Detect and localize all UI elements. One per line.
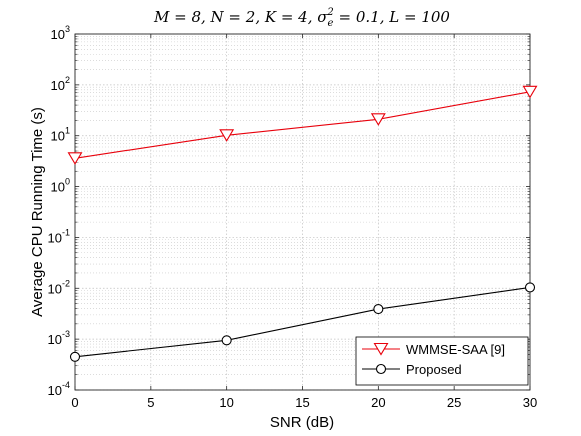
y-tick-label: 10-1 xyxy=(48,227,70,245)
legend-label-wmmse: WMMSE-SAA [9] xyxy=(406,342,505,357)
y-tick-exponent: 2 xyxy=(65,75,70,85)
chart-title-sup: 2 xyxy=(326,7,333,18)
chart-title: M = 8, N = 2, K = 4, σe2 = 0.1, L = 100 xyxy=(153,7,450,29)
y-tick-exponent: 3 xyxy=(65,24,70,34)
y-tick-base: 10 xyxy=(48,230,62,245)
x-tick-label: 30 xyxy=(523,395,537,410)
x-tick-labels: 0 5 10 15 20 25 30 xyxy=(71,395,537,410)
axes xyxy=(74,33,531,391)
data-point-triangle xyxy=(219,129,235,142)
y-tick-base: 10 xyxy=(48,281,62,296)
data-point-triangle xyxy=(370,113,386,126)
legend-label-proposed: Proposed xyxy=(406,362,462,377)
y-tick-base: 10 xyxy=(51,27,65,42)
y-axis-label: Average CPU Running Time (s) xyxy=(29,107,46,317)
x-tick-label: 5 xyxy=(147,395,154,410)
chart-title-sub: e xyxy=(327,18,333,29)
y-tick-base: 10 xyxy=(48,332,62,347)
data-point-circle xyxy=(221,335,232,346)
y-tick-label: 103 xyxy=(51,24,70,42)
y-tick-base: 10 xyxy=(51,78,65,93)
y-tick-label: 100 xyxy=(51,177,70,195)
plot-area xyxy=(75,34,530,390)
data-point-triangle xyxy=(67,152,83,165)
x-tick-label: 20 xyxy=(371,395,385,410)
y-tick-exponent: -4 xyxy=(62,380,70,390)
y-tick-label: 10-2 xyxy=(48,278,70,296)
data-point-circle xyxy=(373,304,384,315)
x-tick-label: 15 xyxy=(295,395,309,410)
y-tick-exponent: 0 xyxy=(65,177,70,187)
x-tick-label: 25 xyxy=(447,395,461,410)
series-layer xyxy=(67,85,538,362)
y-tick-exponent: 1 xyxy=(65,126,70,136)
x-axis-label: SNR (dB) xyxy=(270,414,334,431)
y-tick-base: 10 xyxy=(51,180,65,195)
y-tick-exponent: -3 xyxy=(62,329,70,339)
series-line-1 xyxy=(74,286,531,358)
y-tick-exponent: -2 xyxy=(62,278,70,288)
y-tick-base: 10 xyxy=(48,383,62,398)
legend-marker-wmmse xyxy=(373,342,389,356)
y-tick-label: 101 xyxy=(51,126,70,144)
y-tick-base: 10 xyxy=(51,129,65,144)
chart-title-prefix: M = 8, N = 2, K = 4, σ xyxy=(153,8,328,26)
data-point-circle xyxy=(524,282,536,293)
y-tick-label: 10-3 xyxy=(48,329,70,347)
series-line-0 xyxy=(74,91,531,159)
x-tick-label: 10 xyxy=(219,395,233,410)
y-tick-label: 102 xyxy=(51,75,70,93)
y-tick-exponent: -1 xyxy=(62,227,70,237)
x-tick-label: 0 xyxy=(71,395,78,410)
legend: WMMSE-SAA [9] Proposed xyxy=(355,336,529,386)
y-tick-label: 10-4 xyxy=(48,380,70,398)
data-point-triangle xyxy=(522,85,538,99)
chart-title-suffix: = 0.1, L = 100 xyxy=(334,8,451,26)
data-point-circle xyxy=(69,351,81,362)
legend-marker-proposed xyxy=(375,363,387,375)
